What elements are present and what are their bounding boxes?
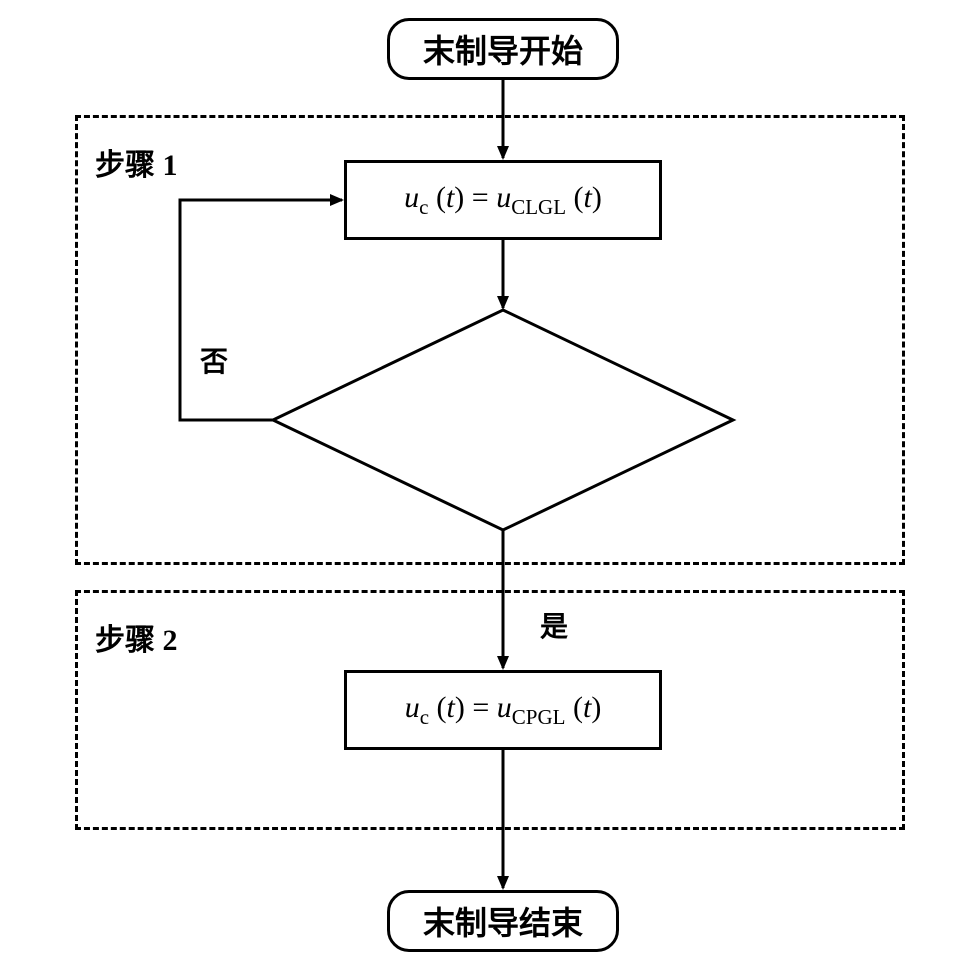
terminal-end: 末制导结束	[387, 890, 619, 952]
label-step1: 步骤 1	[95, 140, 178, 184]
edge-label-no: 否	[200, 340, 228, 380]
proc2-math: uc (t) = uCPGL (t)	[405, 691, 602, 730]
decision-line1: uPGL (t) = uCLGL (t)	[397, 373, 610, 420]
process-2: uc (t) = uCPGL (t)	[344, 670, 662, 750]
terminal-start: 末制导开始	[387, 18, 619, 80]
label-step2: 步骤 2	[95, 615, 178, 659]
process-1: uc (t) = uCLGL (t)	[344, 160, 662, 240]
decision-text: uPGL (t) = uCLGL (t) 且 · uPGL (t) > 0	[303, 360, 703, 480]
decision-line2: 且 · uPGL (t) > 0	[421, 420, 584, 467]
proc1-math: uc (t) = uCLGL (t)	[404, 181, 602, 220]
edge-label-yes: 是	[540, 605, 568, 645]
